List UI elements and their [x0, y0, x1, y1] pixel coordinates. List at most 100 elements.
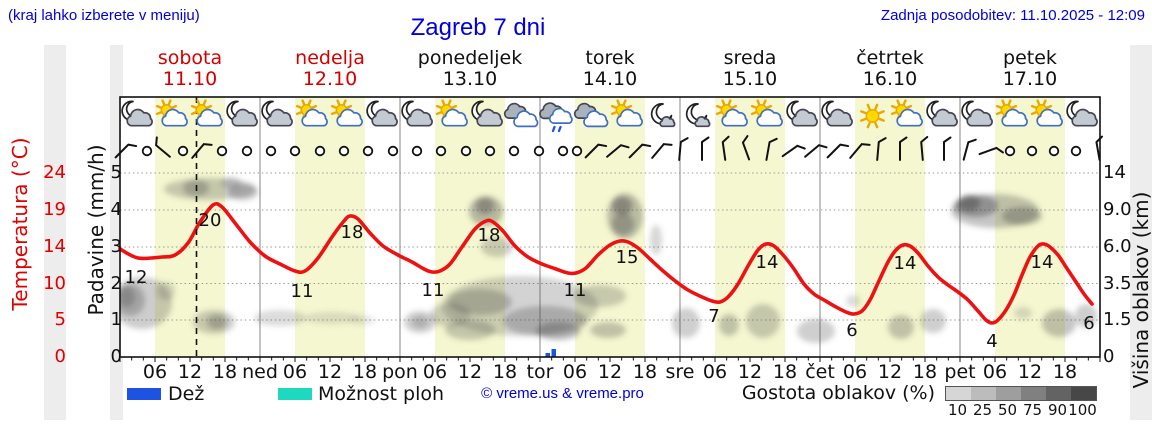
cloud-blob	[888, 315, 914, 339]
wind-calm-icon	[289, 145, 301, 157]
cloud-blob	[476, 198, 494, 214]
weather-icon-sun-cloud	[995, 99, 1027, 126]
wind-calm-icon	[557, 145, 569, 157]
day-name: torek	[585, 47, 635, 69]
cloud-blob	[1042, 309, 1076, 337]
wind-calm-icon	[177, 145, 189, 157]
wind-calm-icon	[533, 145, 545, 157]
day-abbr-label: pon	[382, 361, 418, 383]
day-header-nedelja: nedelja 12.10	[260, 48, 400, 90]
wind-calm-icon	[411, 145, 423, 157]
page-title: Zagreb 7 dni	[410, 14, 546, 41]
cloud-height-tick: 14	[1103, 162, 1126, 183]
day-name: nedelja	[295, 47, 365, 69]
wind-calm-icon	[1004, 145, 1016, 157]
wind-calm-icon	[362, 145, 374, 157]
cloud-layer	[120, 177, 1097, 343]
hour-tick-label: 06	[142, 361, 168, 383]
day-name: petek	[1003, 47, 1057, 69]
wind-barb-icon	[606, 144, 630, 158]
weather-icon-rain-cloud	[540, 103, 572, 133]
day-abbr-label: pet	[944, 361, 976, 383]
weather-icon-moon-cloud	[227, 101, 257, 125]
cloud-density-gradient	[945, 386, 1097, 401]
hour-tick-label: 06	[422, 361, 448, 383]
day-date: 11.10	[162, 68, 218, 90]
weather-icon-moon-cloud	[962, 101, 992, 125]
hour-tick-label: 06	[982, 361, 1008, 383]
precipitation-tick: 1	[110, 309, 122, 330]
rain-bar	[551, 349, 556, 357]
cloud-blob	[746, 304, 780, 338]
wind-barb-icon	[741, 135, 751, 161]
cloud-density-label: Gostota oblakov (%)	[741, 382, 935, 404]
last-update-text: Zadnja posodobitev: 11.10.2025 - 12:09	[880, 7, 1145, 24]
day-name: sreda	[723, 47, 777, 69]
cloud-blob	[430, 303, 470, 327]
wind-calm-icon	[338, 145, 350, 157]
weather-icon-sun-cloud	[750, 99, 782, 126]
cloud-height-tick: 1.5	[1103, 309, 1132, 330]
day-date: 16.10	[862, 68, 918, 90]
temperature-tick: 24	[43, 162, 66, 183]
density-gradient-segment	[1071, 387, 1096, 400]
wind-calm-icon	[460, 145, 472, 157]
cloud-blob	[1014, 307, 1032, 319]
temperature-value-label: 6	[1083, 313, 1094, 334]
hour-tick-label: 06	[562, 361, 588, 383]
wind-barb-icon	[804, 144, 828, 158]
weather-icon-sun-cloud	[155, 99, 187, 126]
wind-calm-icon	[141, 145, 153, 157]
weather-icon-moon-cloud	[787, 101, 817, 125]
density-gradient-segment	[946, 387, 971, 400]
wind-barb-icon	[678, 137, 689, 161]
temperature-value-label: 4	[986, 331, 997, 352]
wind-barb-icon	[651, 143, 673, 159]
weather-icon-moon-cloud	[122, 101, 152, 125]
cloud-blob	[1002, 207, 1042, 225]
wind-barb-icon	[920, 135, 929, 161]
showers-legend-label: Možnost ploh	[318, 383, 445, 405]
density-gradient-segment	[1021, 387, 1046, 400]
cloud-height-tick: 6.0	[1103, 236, 1132, 257]
weather-icon-sun-cloud	[435, 99, 467, 126]
wind-barb-icon	[584, 143, 608, 159]
weather-icon-sun-cloud	[610, 99, 642, 126]
cloud-blob	[350, 315, 374, 325]
wind-calm-icon	[1070, 145, 1082, 157]
wind-barb-icon	[781, 144, 806, 158]
weather-icon-sun-cloud	[1030, 99, 1062, 126]
wind-calm-icon	[435, 145, 447, 157]
cloud-blob	[612, 213, 634, 235]
temperature-tick: 10	[43, 272, 66, 294]
density-tick-label: 50	[997, 401, 1018, 419]
temperature-value-label: 11	[422, 280, 445, 301]
cloud-height-tick: 0	[1103, 346, 1115, 367]
density-gradient-segment	[971, 387, 996, 400]
rain-swatch	[127, 388, 161, 400]
wind-calm-icon	[314, 145, 326, 157]
wind-barb-icon	[826, 143, 850, 159]
cloud-height-tick: 3.5	[1103, 272, 1132, 294]
bg-strip-right	[1130, 45, 1152, 420]
cloud-blob	[672, 308, 700, 338]
copyright-link[interactable]: © vreme.us & vreme.pro	[481, 385, 644, 402]
cloud-blob	[958, 195, 980, 211]
precipitation-tick: 0	[110, 346, 122, 367]
cloud-blob	[254, 310, 306, 326]
cloud-blob	[481, 237, 513, 257]
wind-barb-icon	[876, 137, 887, 161]
cloud-blob	[797, 319, 835, 343]
hour-tick-label: 18	[632, 361, 658, 383]
wind-barb-icon	[721, 135, 730, 161]
weather-icon-clouds	[575, 104, 608, 127]
weather-icon-moon-cloud	[262, 101, 292, 125]
cloud-blob	[590, 322, 626, 338]
wind-barb-icon	[765, 137, 778, 161]
weather-icon-moon-cloud	[402, 101, 432, 125]
hour-tick-label: 18	[772, 361, 798, 383]
day-abbr-label: ned	[242, 361, 278, 383]
hour-tick-label: 06	[702, 361, 728, 383]
temperature-value-label: 11	[291, 281, 314, 302]
